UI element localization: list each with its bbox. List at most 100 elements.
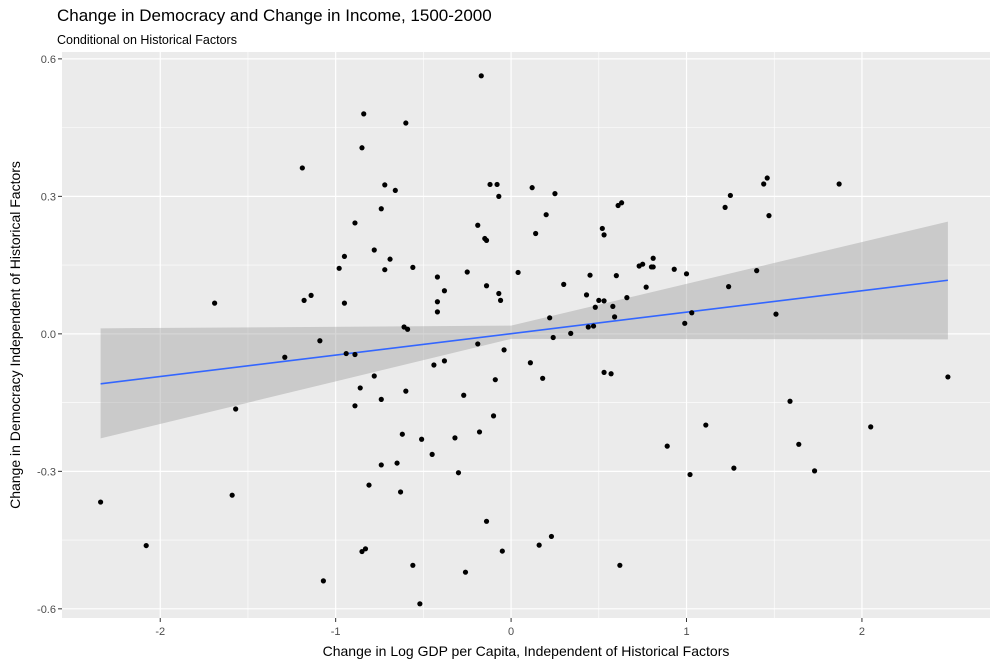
data-point: [483, 518, 490, 524]
data-point: [361, 111, 367, 117]
data-point: [585, 324, 591, 330]
data-point: [366, 482, 372, 488]
data-point: [499, 548, 505, 554]
data-point: [359, 548, 365, 555]
data-point: [441, 358, 448, 364]
data-point: [764, 175, 770, 181]
chart-title: Change in Democracy and Change in Income…: [57, 6, 492, 25]
data-point: [475, 222, 481, 228]
data-point: [615, 202, 621, 209]
data-point: [397, 489, 404, 495]
data-point: [282, 354, 288, 360]
data-point: [727, 192, 733, 199]
x-tick-label: 1: [683, 626, 689, 638]
data-point: [229, 492, 235, 498]
y-tick-label: 0.6: [41, 54, 56, 66]
data-point: [143, 542, 149, 549]
data-point: [836, 181, 842, 187]
data-point: [703, 422, 709, 428]
data-point: [590, 323, 597, 329]
data-point: [476, 429, 483, 435]
data-point: [664, 443, 670, 449]
data-point: [536, 542, 542, 548]
x-tick-label: -2: [155, 626, 165, 638]
data-point: [378, 396, 384, 402]
data-point: [357, 385, 363, 391]
data-point: [434, 299, 441, 305]
data-point: [462, 569, 469, 575]
data-point: [434, 274, 441, 280]
data-point: [352, 220, 358, 226]
data-point: [492, 377, 498, 383]
data-point: [550, 334, 556, 341]
data-point: [613, 273, 619, 279]
y-tick-label: 0.0: [41, 329, 56, 341]
data-point: [371, 247, 377, 253]
confidence-ribbon: [100, 221, 948, 439]
data-point: [601, 369, 607, 375]
regression-line: [100, 279, 948, 385]
data-point: [461, 392, 467, 398]
data-point: [527, 360, 533, 366]
data-point: [687, 471, 693, 478]
data-point: [233, 406, 239, 412]
data-point: [97, 499, 104, 505]
data-point: [501, 347, 507, 353]
data-point: [671, 266, 677, 272]
data-point: [610, 303, 616, 309]
y-tick-label: 0.3: [41, 191, 56, 203]
data-point: [362, 546, 369, 552]
data-point: [731, 465, 737, 471]
x-tick-label: 2: [859, 626, 865, 638]
data-point: [596, 297, 602, 303]
data-point: [689, 310, 695, 316]
data-point: [399, 431, 405, 437]
data-point: [497, 297, 504, 303]
data-point: [583, 292, 590, 298]
data-point: [726, 284, 732, 290]
data-point: [317, 338, 323, 344]
y-tick-label: -0.6: [37, 604, 56, 616]
x-axis-title: Change in Log GDP per Capita, Independen…: [323, 643, 730, 659]
data-point: [515, 269, 521, 276]
y-tick-label: -0.3: [37, 466, 56, 478]
data-point: [601, 298, 607, 304]
data-point: [787, 398, 793, 404]
data-point: [640, 261, 646, 267]
data-point: [212, 300, 218, 306]
data-point: [352, 351, 358, 358]
data-point: [611, 314, 618, 320]
data-point: [587, 272, 593, 278]
data-point: [552, 191, 558, 197]
data-point: [496, 290, 502, 297]
data-point: [308, 292, 314, 298]
data-point: [543, 212, 549, 218]
data-point: [352, 403, 358, 409]
data-point: [429, 451, 435, 457]
data-point: [754, 268, 760, 274]
data-point: [382, 182, 388, 188]
data-point: [341, 253, 348, 260]
chart-subtitle: Conditional on Historical Factors: [57, 33, 237, 47]
data-point: [441, 288, 448, 294]
data-point: [343, 350, 349, 357]
plot-panel: [62, 52, 990, 618]
minor-gridlines: [62, 52, 990, 618]
data-point: [608, 371, 614, 377]
data-point: [540, 375, 546, 381]
x-tick-label: -1: [331, 626, 341, 638]
data-point: [387, 256, 393, 262]
data-point: [378, 462, 384, 468]
data-point: [371, 373, 377, 379]
data-point: [403, 120, 409, 126]
data-point: [475, 341, 481, 347]
data-point: [299, 165, 305, 171]
data-point: [868, 424, 874, 430]
data-point: [650, 255, 656, 261]
data-point: [773, 311, 779, 317]
major-gridlines: [62, 52, 990, 618]
data-point: [341, 300, 348, 306]
data-point: [452, 435, 458, 441]
data-point: [382, 267, 388, 273]
